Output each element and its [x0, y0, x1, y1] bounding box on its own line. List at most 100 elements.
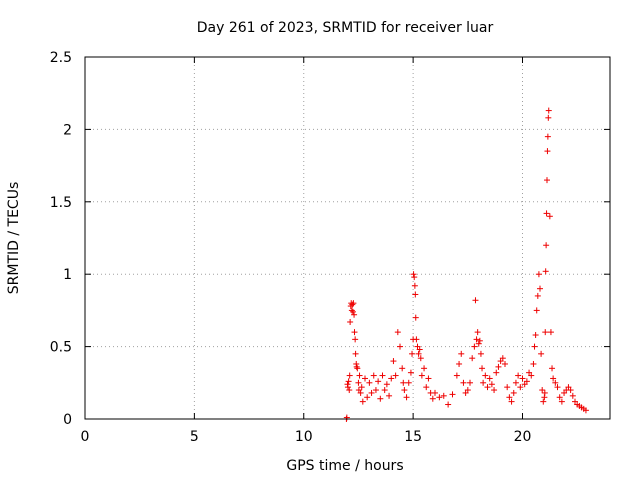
data-point	[469, 355, 476, 362]
data-point	[379, 372, 386, 379]
x-tick-label: 15	[404, 429, 422, 445]
data-point	[372, 387, 379, 394]
y-tick-label: 1	[63, 267, 72, 283]
x-tick-label: 5	[190, 429, 199, 445]
data-point	[368, 389, 375, 396]
data-point	[355, 379, 362, 386]
data-point	[436, 394, 443, 401]
data-point	[458, 350, 465, 357]
data-point	[358, 384, 365, 391]
data-point	[512, 379, 519, 386]
data-point	[467, 379, 473, 386]
data-point	[515, 372, 522, 379]
data-point	[486, 375, 493, 382]
data-point	[541, 389, 548, 396]
data-point	[488, 381, 495, 388]
data-point	[411, 282, 418, 289]
data-point	[456, 360, 463, 367]
data-point	[493, 369, 500, 376]
data-point	[415, 350, 422, 357]
data-point	[407, 369, 414, 376]
data-point	[403, 394, 410, 401]
data-point	[556, 394, 563, 401]
data-point	[476, 337, 483, 344]
data-point	[370, 372, 377, 379]
axis-ticks: 0 5 10 15 20 0 0.5 1 1.5 2 2.5	[50, 50, 610, 445]
data-point	[544, 133, 551, 140]
data-point	[538, 350, 545, 357]
y-tick-label: 2.5	[50, 50, 72, 66]
data-point	[359, 398, 366, 405]
data-point	[549, 365, 556, 372]
data-point	[421, 365, 428, 372]
data-point	[346, 387, 353, 394]
data-point	[364, 394, 371, 401]
data-point	[392, 372, 399, 379]
data-point	[449, 391, 456, 398]
data-point	[350, 300, 357, 307]
data-point	[412, 314, 419, 321]
data-point	[399, 365, 406, 372]
data-point	[409, 350, 416, 357]
data-point	[375, 378, 382, 385]
data-point	[474, 329, 481, 336]
data-point	[542, 329, 549, 336]
data-point	[357, 389, 364, 396]
data-point	[479, 365, 486, 372]
data-point	[547, 329, 554, 336]
data-point	[343, 414, 350, 421]
data-point	[517, 384, 524, 391]
data-point	[546, 213, 553, 220]
data-point	[530, 360, 537, 367]
data-point	[348, 307, 355, 314]
data-point	[401, 387, 408, 394]
x-tick-label: 0	[81, 429, 90, 445]
data-point	[484, 384, 491, 391]
data-point	[531, 343, 538, 350]
y-tick-label: 0.5	[50, 340, 72, 356]
data-point	[543, 242, 550, 249]
data-point	[445, 401, 452, 408]
data-point	[425, 375, 432, 382]
data-points	[343, 107, 589, 422]
data-point	[552, 379, 559, 386]
data-point	[356, 372, 363, 379]
data-point	[502, 360, 508, 367]
data-point	[482, 372, 489, 379]
y-tick-label: 2	[63, 122, 72, 138]
y-axis-label: SRMTID / TECUs	[6, 182, 22, 295]
data-point	[491, 387, 498, 394]
data-point	[473, 336, 480, 343]
data-point	[554, 384, 561, 391]
data-point	[523, 378, 530, 385]
data-point	[528, 372, 535, 379]
data-point	[418, 372, 425, 379]
data-point	[390, 358, 397, 365]
data-point	[351, 311, 358, 318]
chart-title: Day 261 of 2023, SRMTID for receiver lua…	[197, 20, 494, 36]
plot-frame	[84, 56, 611, 420]
data-point	[346, 372, 353, 379]
data-point	[354, 365, 361, 372]
data-point	[471, 343, 478, 350]
data-point	[534, 292, 541, 299]
data-point	[544, 177, 550, 184]
data-point	[352, 350, 359, 357]
data-point	[381, 387, 388, 394]
data-point	[386, 392, 393, 399]
data-point	[533, 307, 540, 314]
data-point	[464, 387, 471, 394]
data-point	[582, 407, 589, 414]
data-point	[351, 329, 358, 336]
data-point	[519, 375, 526, 382]
data-point	[544, 148, 551, 155]
data-point	[362, 375, 368, 382]
x-tick-label: 10	[295, 429, 313, 445]
data-point	[543, 210, 550, 217]
data-point	[460, 379, 467, 386]
data-point	[412, 291, 419, 298]
data-point	[347, 318, 354, 325]
data-point	[377, 395, 384, 402]
data-point	[394, 329, 401, 336]
